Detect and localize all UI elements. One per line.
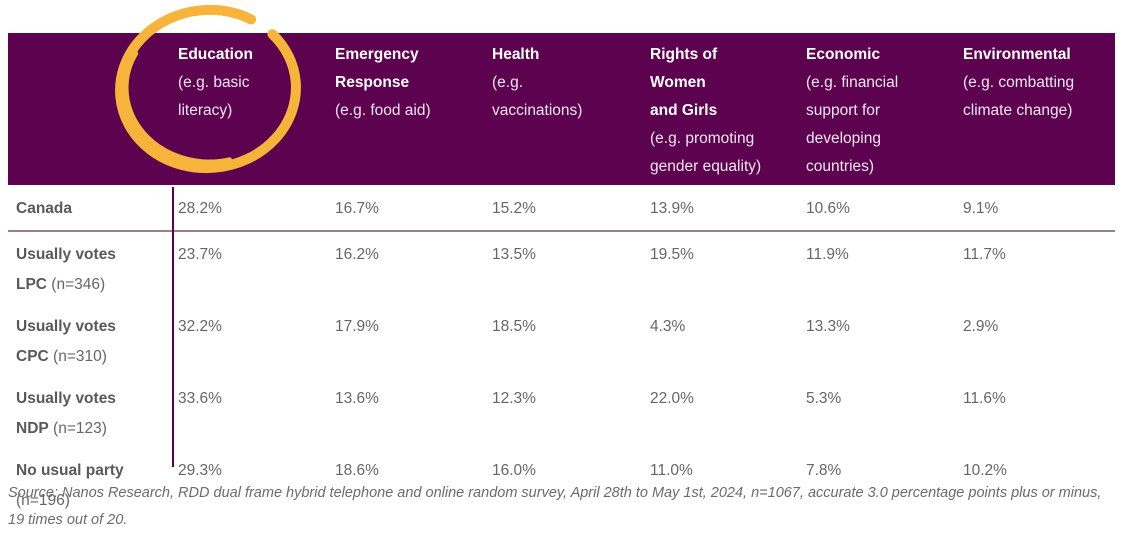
column-title: Emergency Response bbox=[335, 46, 419, 91]
table-row-canada: Canada 28.2% 16.7% 15.2% 13.9% 10.6% 9.1… bbox=[8, 186, 1115, 232]
cell-value: 15.2% bbox=[492, 200, 536, 217]
column-title: Rights of Women and Girls bbox=[650, 46, 718, 119]
header-col-environmental: Environmental (e.g. combatting climate c… bbox=[963, 33, 1115, 185]
cell-value: 29.3% bbox=[178, 462, 222, 479]
cell-value: 16.2% bbox=[335, 246, 379, 263]
cell-value: 11.6% bbox=[963, 390, 1006, 407]
column-title: Education bbox=[178, 46, 253, 63]
cell-value: 7.8% bbox=[806, 462, 842, 479]
cell-value: 11.0% bbox=[650, 462, 693, 479]
header-col-health: Health (e.g. vaccinations) bbox=[492, 33, 650, 185]
row-label: Usually votes NDP (n=123) bbox=[16, 390, 116, 437]
table-row-lpc: Usually votes LPC (n=346) 23.7% 16.2% 13… bbox=[8, 232, 1115, 304]
source-note: Source: Nanos Research, RDD dual frame h… bbox=[8, 485, 1102, 528]
row-label: No usual party (n=196) bbox=[16, 462, 124, 509]
table-header: Education (e.g. basic literacy) Emergenc… bbox=[8, 33, 1115, 185]
header-col-emergency-response: Emergency Response (e.g. food aid) bbox=[335, 33, 492, 185]
column-subtitle: (e.g. basic literacy) bbox=[178, 74, 250, 119]
cell-value: 33.6% bbox=[178, 390, 222, 407]
header-spacer bbox=[8, 33, 178, 185]
cell-value: 22.0% bbox=[650, 390, 694, 407]
column-subtitle: (e.g. food aid) bbox=[335, 102, 431, 119]
table-body: Canada 28.2% 16.7% 15.2% 13.9% 10.6% 9.1… bbox=[8, 186, 1115, 520]
header-col-education: Education (e.g. basic literacy) bbox=[178, 33, 335, 185]
cell-value: 32.2% bbox=[178, 318, 222, 335]
column-subtitle: (e.g. vaccinations) bbox=[492, 74, 583, 119]
cell-value: 4.3% bbox=[650, 318, 686, 335]
row-label: Usually votes LPC (n=346) bbox=[16, 246, 116, 293]
cell-value: 12.3% bbox=[492, 390, 536, 407]
cell-value: 19.5% bbox=[650, 246, 694, 263]
cell-value: 16.7% bbox=[335, 200, 379, 217]
cell-value: 23.7% bbox=[178, 246, 222, 263]
cell-value: 18.6% bbox=[335, 462, 379, 479]
column-title: Environmental bbox=[963, 46, 1071, 63]
cell-value: 13.9% bbox=[650, 200, 694, 217]
cell-value: 11.9% bbox=[806, 246, 849, 263]
cell-value: 2.9% bbox=[963, 318, 999, 335]
table-row-cpc: Usually votes CPC (n=310) 32.2% 17.9% 18… bbox=[8, 304, 1115, 376]
cell-value: 16.0% bbox=[492, 462, 536, 479]
column-title: Health bbox=[492, 46, 540, 63]
cell-value: 28.2% bbox=[178, 200, 222, 217]
cell-value: 5.3% bbox=[806, 390, 842, 407]
cell-value: 13.6% bbox=[335, 390, 379, 407]
table-row-no-usual-party: No usual party (n=196) 29.3% 18.6% 16.0%… bbox=[8, 448, 1115, 520]
cell-value: 10.6% bbox=[806, 200, 850, 217]
table-row-ndp: Usually votes NDP (n=123) 33.6% 13.6% 12… bbox=[8, 376, 1115, 448]
column-subtitle: (e.g. combatting climate change) bbox=[963, 74, 1075, 119]
column-subtitle: (e.g. financial support for developing c… bbox=[806, 74, 899, 175]
cell-value: 9.1% bbox=[963, 200, 999, 217]
cell-value: 18.5% bbox=[492, 318, 536, 335]
row-label: Canada bbox=[16, 200, 72, 217]
cell-value: 17.9% bbox=[335, 318, 379, 335]
cell-value: 11.7% bbox=[963, 246, 1006, 263]
header-col-economic: Economic (e.g. financial support for dev… bbox=[806, 33, 963, 185]
column-subtitle: (e.g. promoting gender equality) bbox=[650, 130, 762, 175]
cell-value: 13.5% bbox=[492, 246, 536, 263]
cell-value: 13.3% bbox=[806, 318, 850, 335]
header-col-rights-of-women-and-girls: Rights of Women and Girls (e.g. promotin… bbox=[650, 33, 806, 185]
row-label: Usually votes CPC (n=310) bbox=[16, 318, 116, 365]
vertical-divider bbox=[172, 187, 174, 467]
cell-value: 10.2% bbox=[963, 462, 1007, 479]
column-title: Economic bbox=[806, 46, 881, 63]
